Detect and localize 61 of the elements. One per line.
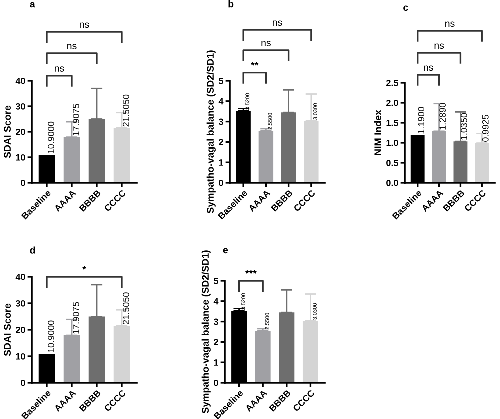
y-tick-label: 40	[16, 274, 26, 280]
y-tick-label: 0	[214, 380, 218, 386]
data-label: 10.9000	[48, 320, 54, 352]
y-tick-label: 1	[219, 160, 224, 166]
chart-title: a	[30, 2, 36, 8]
y-tick-label: 5	[219, 78, 224, 84]
data-label: 10.9000	[48, 122, 54, 154]
y-tick-label: 30	[16, 103, 26, 110]
text: ns	[68, 44, 77, 50]
y-tick-label: 5	[214, 278, 218, 284]
y-axis-title: Sympatho-vagal balance (SD2/SD1)	[206, 50, 216, 214]
y-tick-label: 30	[16, 300, 26, 307]
y-tick-label: 1.5	[386, 120, 398, 126]
text: ***	[246, 270, 257, 274]
y-tick-label: 2	[219, 139, 224, 146]
data-label: 1.0350	[461, 113, 468, 140]
text: ns	[80, 22, 90, 28]
y-tick-label: 40	[16, 78, 26, 84]
text: ns	[273, 20, 282, 26]
y-tick-label: 2	[214, 339, 218, 346]
text: *	[82, 266, 86, 270]
y-tick-label: 20	[16, 326, 26, 334]
data-label: 1.2890	[440, 103, 446, 130]
y-tick-label: 1.0	[386, 140, 398, 146]
y-tick-label: 0.0	[386, 180, 398, 186]
text: **	[251, 62, 259, 66]
y-axis-title: Sympatho-vagal balance (SD2/SD1)	[202, 250, 211, 414]
text: ns	[434, 44, 444, 50]
y-tick-label: 0	[219, 180, 224, 186]
y-tick-label: 10	[16, 154, 26, 161]
text: ns	[424, 66, 434, 72]
y-tick-label: 3	[214, 318, 218, 326]
data-label: 21.5050	[123, 94, 130, 127]
y-tick-label: 0	[21, 180, 26, 186]
bar	[255, 330, 271, 383]
y-tick-label: 20	[16, 128, 26, 136]
y-tick-label: 2.0	[386, 100, 398, 106]
chart-title: d	[30, 246, 36, 254]
data-label: 0.9925	[482, 115, 489, 142]
data-label: 1.1900	[418, 107, 425, 134]
y-tick-label: 0	[21, 380, 26, 386]
y-axis-title: SDAI Score	[4, 304, 12, 356]
text: ns	[262, 41, 271, 46]
y-tick-label: 4	[214, 298, 219, 305]
text: ns	[446, 22, 455, 28]
data-label: 21.5050	[123, 292, 130, 324]
y-tick-label: 2.5	[386, 80, 398, 86]
y-tick-label: 10	[16, 353, 26, 360]
chart-title: c	[404, 6, 408, 12]
y-tick-label: 3	[218, 118, 224, 126]
y-axis-title: SDAI Score	[4, 106, 12, 158]
data-label: 17.9075	[73, 104, 80, 136]
chart-title: b	[228, 0, 234, 8]
bar	[258, 130, 274, 183]
chart-title: e	[223, 248, 228, 254]
y-tick-label: 0.5	[386, 160, 398, 166]
y-tick-label: 1	[214, 360, 218, 366]
data-label: 17.9075	[73, 302, 80, 334]
y-axis-title: NIM Index	[374, 110, 382, 156]
y-tick-label: 4	[218, 98, 224, 105]
text: ns	[55, 66, 64, 72]
